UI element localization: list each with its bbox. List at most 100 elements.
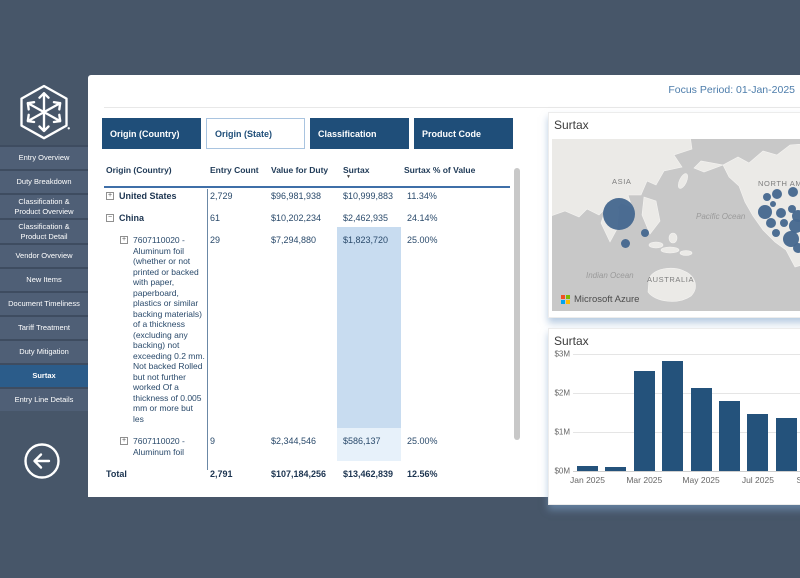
map-region-label: Indian Ocean: [586, 271, 634, 280]
cell-value-for-duty: $107,184,256: [271, 469, 327, 479]
map-bubble[interactable]: [792, 210, 800, 222]
map-bubble[interactable]: [780, 219, 788, 227]
bar-apr-2025[interactable]: [662, 361, 684, 471]
cell-surtax-pct: 25.00%: [407, 235, 438, 245]
map-bubble[interactable]: [772, 229, 780, 237]
cell-entry-count: 2,729: [210, 191, 233, 201]
bar-plot: $0M $1M $2M $3M: [549, 350, 800, 476]
sidebar-item-classification-product-detail[interactable]: Classification & Product Detail: [0, 218, 88, 243]
cell-surtax: $13,462,839: [343, 469, 394, 479]
map-bubble[interactable]: [793, 243, 800, 253]
x-axis-tick: Jul 2025: [741, 475, 774, 485]
map-bubble[interactable]: [641, 229, 649, 237]
back-arrow-button[interactable]: [22, 441, 62, 481]
table-row-united-states[interactable]: + United States 2,729 $96,981,938 $10,99…: [104, 183, 510, 205]
cell-value-for-duty: $7,294,880: [271, 235, 317, 245]
map-bubble[interactable]: [788, 205, 796, 213]
sidebar-nav: Entry Overview Duty Breakdown Classifica…: [0, 145, 88, 411]
sidebar-item-tariff-treatment[interactable]: Tariff Treatment: [0, 315, 88, 339]
sidebar-item-duty-mitigation[interactable]: Duty Mitigation: [0, 339, 88, 363]
gridline: [573, 432, 800, 433]
bar-feb-2025[interactable]: [605, 467, 627, 471]
bar-jan-2025[interactable]: [577, 465, 598, 471]
x-axis-tick: Mar 2025: [626, 475, 663, 485]
sort-descending-icon: ▼: [346, 174, 351, 180]
x-axis-tick: Sep 2025: [796, 475, 800, 485]
matrix-header-row: Origin (Country) Entry Count Value for D…: [104, 163, 510, 183]
sidebar-item-surtax[interactable]: Surtax: [0, 363, 88, 387]
map-bubble[interactable]: [776, 208, 786, 218]
map-bubble[interactable]: [763, 193, 771, 201]
table-row-hts-7607110020-short[interactable]: + 7607110020 - Aluminum foil 9 $2,344,54…: [104, 428, 510, 461]
cell-entry-count: 9: [210, 436, 216, 446]
sidebar-item-entry-overview[interactable]: Entry Overview: [0, 145, 88, 169]
collapse-icon[interactable]: −: [106, 214, 114, 222]
expand-icon[interactable]: +: [120, 236, 128, 244]
sidebar-item-duty-breakdown[interactable]: Duty Breakdown: [0, 169, 88, 193]
sidebar-item-vendor-overview[interactable]: Vendor Overview: [0, 243, 88, 267]
map-bubble[interactable]: [788, 187, 798, 197]
tab-product-code[interactable]: Product Code: [414, 118, 513, 149]
tab-classification[interactable]: Classification: [310, 118, 409, 149]
column-header-surtax-pct[interactable]: Surtax % of Value: [404, 165, 476, 175]
bar-may-2025[interactable]: [690, 387, 712, 471]
cell-value-for-duty: $96,981,938: [271, 191, 322, 201]
map-bubble[interactable]: [766, 218, 776, 228]
focus-period-label: Focus Period: 01-Jan-2025: [668, 84, 795, 96]
map-region-label: NORTH AMERICA: [758, 179, 800, 188]
x-axis-tick: May 2025: [682, 475, 720, 485]
y-axis-tick: $2M: [554, 388, 570, 398]
column-header-surtax[interactable]: Surtax ▼: [337, 163, 401, 180]
bar-jun-2025[interactable]: [719, 400, 740, 471]
column-header-entry-count[interactable]: Entry Count: [210, 165, 259, 175]
row-label: 7607110020 - Aluminum foil (whether or n…: [133, 235, 205, 424]
column-header-origin-country[interactable]: Origin (Country): [106, 165, 172, 175]
cell-entry-count: 29: [210, 235, 221, 245]
header-divider: [104, 107, 800, 108]
table-row-china[interactable]: − China 61 $10,202,234 $2,462,935 24.14%: [104, 205, 510, 227]
gridline: [573, 354, 800, 355]
column-header-surtax-label: Surtax: [343, 165, 370, 175]
expand-icon[interactable]: +: [106, 192, 114, 200]
expand-icon[interactable]: +: [120, 437, 128, 445]
y-axis-tick: $1M: [554, 427, 570, 437]
table-scrollbar[interactable]: [514, 168, 520, 440]
row-label: 7607110020 - Aluminum foil: [133, 436, 185, 457]
x-axis-tick: Jan 2025: [570, 475, 605, 485]
bar-jul-2025[interactable]: [747, 413, 769, 471]
surtax-matrix: Origin (Country) Entry Count Value for D…: [104, 163, 510, 483]
sidebar-item-classification-product-overview[interactable]: Classification & Product Overview: [0, 193, 88, 218]
cell-surtax: $2,462,935: [343, 213, 389, 223]
surtax-bar-chart-card: Surtax $0M $1M $2M $3M Jan 2025 Mar 2025 May …: [548, 328, 800, 505]
microsoft-logo-icon: [561, 295, 570, 304]
map-landmass: [552, 139, 800, 302]
column-divider: [207, 189, 208, 470]
cell-surtax-pct: 24.14%: [407, 213, 438, 223]
row-label: Total: [106, 469, 127, 479]
surtax-map-card: Surtax: [548, 112, 800, 318]
cell-surtax-pct: 11.34%: [407, 191, 437, 201]
world-map[interactable]: Microsoft Azure ASIA NORTH AMERICA Pacific…: [552, 139, 800, 311]
column-header-value-for-duty[interactable]: Value for Duty: [271, 165, 329, 175]
map-bubble[interactable]: [789, 219, 800, 233]
tab-origin-state[interactable]: Origin (State): [206, 118, 305, 149]
map-attribution: Microsoft Azure: [561, 294, 639, 305]
sidebar: Entry Overview Duty Breakdown Classifica…: [0, 0, 88, 578]
table-row-hts-7607110020-detail[interactable]: + 7607110020 - Aluminum foil (whether or…: [104, 227, 510, 428]
map-bubble[interactable]: [770, 201, 776, 207]
bar-mar-2025[interactable]: [633, 370, 655, 471]
map-bubble[interactable]: [603, 198, 635, 230]
cell-surtax-pct: 25.00%: [407, 436, 438, 446]
sidebar-item-new-items[interactable]: New Items: [0, 267, 88, 291]
map-bubble[interactable]: [620, 238, 630, 248]
cell-entry-count: 61: [210, 213, 221, 223]
map-bubble[interactable]: [758, 205, 772, 219]
table-row-total[interactable]: Total 2,791 $107,184,256 $13,462,839 12.…: [104, 461, 510, 483]
sidebar-item-document-timeliness[interactable]: Document Timeliness: [0, 291, 88, 315]
bar-aug-2025[interactable]: [775, 417, 797, 471]
tab-origin-country[interactable]: Origin (Country): [102, 118, 201, 149]
map-bubble[interactable]: [772, 189, 782, 199]
company-logo-icon: [20, 84, 70, 140]
sidebar-item-entry-line-details[interactable]: Entry Line Details: [0, 387, 88, 411]
